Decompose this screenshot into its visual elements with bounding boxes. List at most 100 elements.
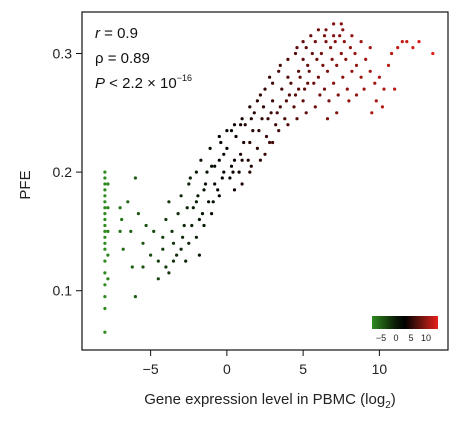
data-point	[161, 247, 165, 251]
data-point	[295, 117, 299, 121]
data-point	[171, 259, 176, 263]
data-point	[304, 111, 308, 115]
x-tick-label: 0	[223, 361, 231, 377]
data-point	[359, 40, 363, 44]
data-point	[184, 259, 188, 263]
data-point	[374, 99, 378, 103]
data-point	[106, 253, 110, 257]
data-point	[386, 63, 391, 67]
data-point	[329, 46, 333, 50]
data-point	[161, 235, 165, 239]
y-axis-label: PFE	[17, 170, 34, 199]
data-point	[342, 40, 346, 44]
data-point	[350, 34, 354, 38]
data-point	[312, 81, 316, 85]
data-point	[103, 295, 107, 299]
data-point	[318, 93, 322, 97]
data-point	[354, 63, 359, 67]
x-tick-label: −5	[143, 361, 159, 377]
data-point	[327, 99, 331, 103]
data-point	[171, 241, 176, 245]
data-point	[164, 265, 168, 269]
data-point	[264, 134, 269, 139]
data-point	[197, 217, 201, 222]
data-point	[286, 123, 290, 127]
data-point	[196, 194, 200, 198]
data-point	[103, 271, 107, 275]
data-point	[400, 40, 404, 44]
data-point	[103, 247, 107, 251]
data-point	[126, 200, 130, 204]
data-point	[188, 176, 192, 180]
data-point	[228, 176, 232, 180]
data-point	[298, 75, 302, 79]
data-point	[390, 51, 394, 56]
data-point	[354, 93, 359, 97]
data-point	[325, 117, 330, 121]
data-point	[324, 28, 328, 32]
data-point	[217, 158, 221, 162]
data-point	[197, 253, 201, 257]
data-point	[210, 212, 214, 216]
data-point	[200, 212, 205, 216]
data-point	[239, 152, 243, 156]
data-point	[167, 271, 171, 275]
data-point	[207, 200, 211, 204]
data-point	[277, 69, 281, 73]
data-point	[306, 63, 310, 67]
data-point	[185, 206, 189, 210]
data-point	[286, 75, 290, 79]
data-point	[229, 129, 234, 133]
colorbar: −5 0 5 10	[372, 316, 438, 343]
data-point	[368, 69, 372, 73]
data-point	[103, 330, 107, 334]
data-point	[370, 111, 374, 115]
data-point	[286, 57, 290, 62]
data-point	[199, 158, 203, 162]
data-point	[191, 206, 195, 210]
data-point	[255, 99, 259, 103]
axes: −5 0 5 10 0.1 0.2 0.3	[53, 46, 388, 377]
data-point	[263, 152, 267, 156]
data-points	[103, 22, 435, 334]
data-point	[156, 277, 160, 281]
data-point	[364, 57, 368, 62]
data-point	[338, 34, 342, 38]
data-point	[368, 46, 372, 50]
data-point	[322, 87, 327, 91]
data-point	[341, 75, 345, 79]
data-point	[303, 87, 307, 91]
data-point	[232, 188, 237, 192]
data-point	[240, 182, 244, 186]
plot-frame	[81, 11, 449, 351]
data-point	[179, 247, 183, 251]
data-point	[133, 176, 137, 180]
data-point	[106, 182, 110, 186]
data-point	[271, 99, 275, 103]
data-point	[118, 206, 122, 210]
data-point	[246, 158, 250, 162]
data-point	[103, 229, 107, 233]
data-point	[336, 93, 340, 97]
data-point	[234, 134, 238, 139]
data-point	[129, 229, 133, 233]
data-point	[136, 212, 140, 216]
data-point	[251, 129, 255, 133]
data-point	[130, 265, 134, 269]
data-point	[208, 146, 212, 150]
colorbar-ticks: −5 0 5 10	[376, 333, 431, 343]
data-point	[319, 51, 323, 56]
data-point	[194, 200, 198, 204]
data-point	[103, 217, 107, 222]
data-point	[292, 105, 296, 109]
data-point	[103, 182, 107, 186]
stats-annotation: r = 0.9 ρ = 0.89 P < 2.2 × 10−16	[95, 25, 192, 92]
data-point	[133, 295, 137, 299]
data-point	[219, 140, 223, 145]
data-point	[301, 57, 305, 62]
colorbar-tick-label: 10	[421, 333, 431, 343]
data-point	[231, 170, 235, 174]
data-point	[255, 146, 259, 150]
data-point	[222, 152, 226, 156]
data-point	[202, 188, 206, 192]
